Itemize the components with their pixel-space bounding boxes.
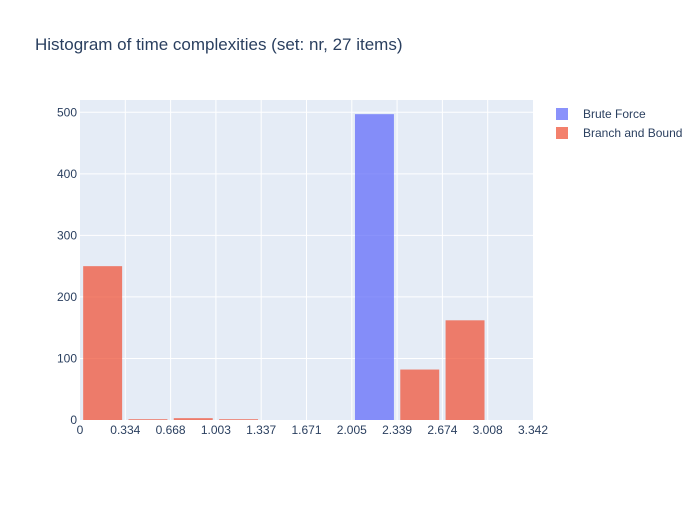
bar-branch-and-bound-bin-7[interactable] [400, 369, 440, 420]
x-tick-label: 1.337 [246, 423, 276, 437]
x-tick-label: 2.339 [382, 423, 412, 437]
x-tick-label: 0.334 [110, 423, 140, 437]
x-tick-label: 3.008 [473, 423, 503, 437]
chart-title: Histogram of time complexities (set: nr,… [35, 35, 403, 54]
legend-swatch [556, 127, 568, 139]
y-axis: 0 100 200 300 400 500 [57, 105, 77, 427]
x-tick-label: 1.671 [291, 423, 321, 437]
legend-label: Branch and Bound [583, 126, 682, 140]
x-tick-label: 3.342 [518, 423, 548, 437]
y-tick-label: 200 [57, 290, 77, 304]
legend-label: Brute Force [583, 107, 646, 121]
legend-swatch [556, 108, 568, 120]
legend-item-brute-force[interactable]: Brute Force [556, 107, 646, 121]
bars-layer [83, 114, 485, 421]
y-tick-label: 0 [70, 413, 77, 427]
bar-branch-and-bound-bin-2[interactable] [173, 418, 213, 420]
x-tick-label: 0.668 [156, 423, 186, 437]
grid-layer [80, 100, 533, 420]
x-tick-label: 1.003 [201, 423, 231, 437]
bar-branch-and-bound-bin-1[interactable] [128, 419, 168, 420]
x-tick-label: 0 [77, 423, 84, 437]
bar-branch-and-bound-bin-8[interactable] [445, 320, 485, 420]
bar-branch-and-bound-bin-0[interactable] [83, 266, 123, 420]
legend[interactable]: Brute Force Branch and Bound [556, 107, 682, 140]
y-tick-label: 100 [57, 351, 77, 365]
y-tick-label: 500 [57, 105, 77, 119]
x-tick-label: 2.674 [427, 423, 457, 437]
y-tick-label: 300 [57, 228, 77, 242]
bar-brute-force-bin-6[interactable] [354, 114, 394, 421]
y-tick-label: 400 [57, 167, 77, 181]
bar-branch-and-bound-bin-3[interactable] [219, 419, 259, 420]
x-axis: 0 0.334 0.668 1.003 1.337 1.671 2.005 2.339 2.67… [77, 423, 549, 437]
legend-item-branch-and-bound[interactable]: Branch and Bound [556, 126, 682, 140]
x-tick-label: 2.005 [337, 423, 367, 437]
